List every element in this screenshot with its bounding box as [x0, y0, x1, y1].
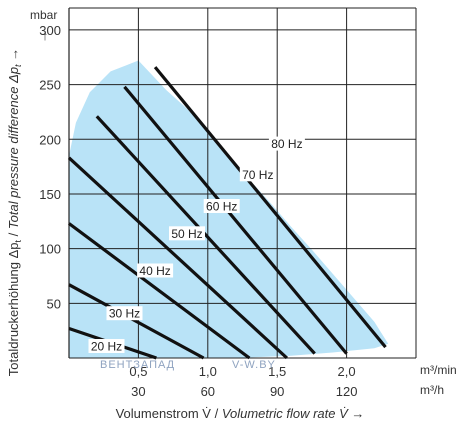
series-line-30hz — [68, 283, 205, 360]
series-label-bg — [106, 306, 143, 321]
series-line-40hz — [68, 222, 251, 360]
series-label: 70 Hz — [242, 168, 273, 182]
series-label-bg — [169, 226, 205, 241]
y-tick-label: 300 — [39, 23, 61, 38]
x-tick-label-secondary: 120 — [336, 384, 358, 399]
x-tick-label-primary: 0,5 — [129, 364, 147, 379]
series-label-bg — [88, 339, 125, 353]
series-label: 20 Hz — [91, 340, 122, 354]
y-tick-label: 250 — [39, 78, 61, 93]
x-tick-label-secondary: 60 — [201, 384, 215, 399]
tick-layer: 50 100 150 200 250 300 0,5 1,0 1,5 2,0 30 60 90 120 — [39, 23, 357, 399]
x-axis-title: Volumenstrom V̇ / Volumetric flow rate V… — [116, 406, 365, 421]
watermark-right: V-W.BY — [232, 359, 276, 371]
x-tick-label-primary: 1,0 — [199, 364, 217, 379]
x-axis-title-arrow: → — [348, 406, 365, 421]
series-label-bg — [268, 136, 305, 151]
y-tick-label: 50 — [47, 296, 61, 311]
series-label-bg — [239, 167, 276, 182]
watermark-left: ВЕНТЗАПАД — [100, 359, 175, 371]
y-axis-title: Totaldruckerhöhung Δpt / Total pressure … — [6, 48, 23, 376]
series-line-80hz — [153, 66, 387, 349]
series-line-70hz — [123, 85, 348, 355]
series-layer — [67, 66, 387, 360]
x-unit-secondary: m³/h — [420, 383, 444, 397]
x-axis-title-prefix: Volumenstrom V̇ / — [116, 406, 222, 421]
y-axis-title-sub2: t — [13, 64, 23, 67]
y-tick-label: 150 — [39, 187, 61, 202]
grid-layer — [68, 7, 417, 359]
series-label: 80 Hz — [271, 137, 302, 151]
series-line-60hz — [95, 115, 316, 355]
y-axis-title-prefix: Totaldruckerhöhung Δp — [6, 242, 21, 376]
y-tick-label: 100 — [39, 242, 61, 257]
x-tick-label-primary: 2,0 — [338, 364, 356, 379]
series-line-50hz — [67, 156, 288, 360]
y-arrow-glyph: ↑ — [42, 28, 49, 43]
y-axis-title-sub1: t — [13, 239, 23, 242]
series-label: 30 Hz — [109, 307, 140, 321]
y-tick-label: 200 — [39, 132, 61, 147]
x-unit-primary: m³/min — [420, 363, 457, 377]
series-label-layer: 20 Hz 30 Hz 40 Hz 50 Hz 60 Hz 70 Hz 80 Hz — [88, 136, 305, 354]
x-axis-title-italic: Volumetric flow rate V̇ — [222, 406, 349, 421]
x-tick-label-secondary: 90 — [270, 384, 284, 399]
x-tick-label-secondary: 30 — [131, 384, 145, 399]
y-axis-title-arrow: → — [6, 48, 21, 65]
y-axis-title-italic: Total pressure difference Δp — [6, 67, 21, 229]
series-label-bg — [137, 263, 174, 278]
series-label-bg — [203, 199, 240, 213]
series-label: 50 Hz — [171, 227, 202, 241]
series-label: 60 Hz — [206, 200, 237, 214]
y-unit-label: mbar — [30, 8, 57, 22]
y-axis-title-middle: / — [6, 229, 21, 240]
x-tick-label-primary: 1,5 — [268, 364, 286, 379]
series-label: 40 Hz — [139, 264, 170, 278]
